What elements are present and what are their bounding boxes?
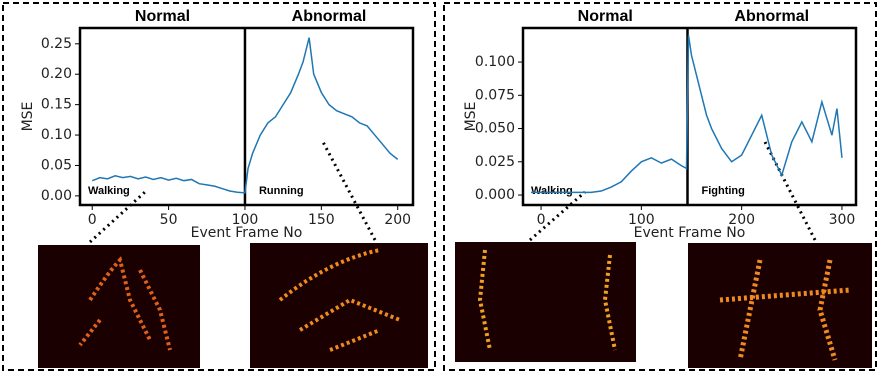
y-tick-label: 0.050 xyxy=(475,121,515,137)
section-label: Normal xyxy=(578,8,633,25)
y-tick-label: 0.25 xyxy=(41,36,72,52)
x-tick-label: 0 xyxy=(537,212,546,228)
x-tick-label: 0 xyxy=(88,212,97,228)
y-tick-label: 0.025 xyxy=(475,154,515,170)
x-tick-label: 200 xyxy=(384,212,411,228)
panel-border xyxy=(2,2,436,371)
y-tick-label: 0.20 xyxy=(41,66,72,82)
x-tick-label: 50 xyxy=(160,212,178,228)
annotation: Fighting xyxy=(701,185,744,197)
y-tick-label: 0.000 xyxy=(475,187,515,203)
x-tick-label: 150 xyxy=(308,212,335,228)
y-axis-label: MSE xyxy=(463,102,479,132)
y-tick-label: 0.15 xyxy=(41,97,72,113)
event-frames xyxy=(38,242,872,368)
data-line xyxy=(91,37,399,194)
section-label: Normal xyxy=(135,8,190,25)
y-tick-label: 0.05 xyxy=(41,157,72,173)
annotation: Walking xyxy=(531,185,573,197)
section-label: Abnormal xyxy=(734,8,809,25)
y-tick-label: 0.00 xyxy=(41,188,72,204)
x-tick-label: 300 xyxy=(829,212,856,228)
annotation: Running xyxy=(259,185,304,197)
plot-frame xyxy=(521,26,858,207)
y-tick-label: 0.100 xyxy=(475,54,515,70)
x-axis-label: Event Frame No xyxy=(634,225,746,241)
x-tick-label: 100 xyxy=(628,212,655,228)
y-tick-label: 0.10 xyxy=(41,127,72,143)
y-tick-label: 0.075 xyxy=(475,87,515,103)
x-tick-label: 200 xyxy=(728,212,755,228)
plot-frame xyxy=(78,26,415,207)
data-line xyxy=(531,35,843,194)
y-axis-label: MSE xyxy=(20,102,36,132)
panel-border xyxy=(443,2,877,371)
section-label: Abnormal xyxy=(292,8,367,25)
annotation: Walking xyxy=(88,185,130,197)
x-tick-label: 100 xyxy=(232,212,259,228)
x-axis-label: Event Frame No xyxy=(191,225,303,241)
